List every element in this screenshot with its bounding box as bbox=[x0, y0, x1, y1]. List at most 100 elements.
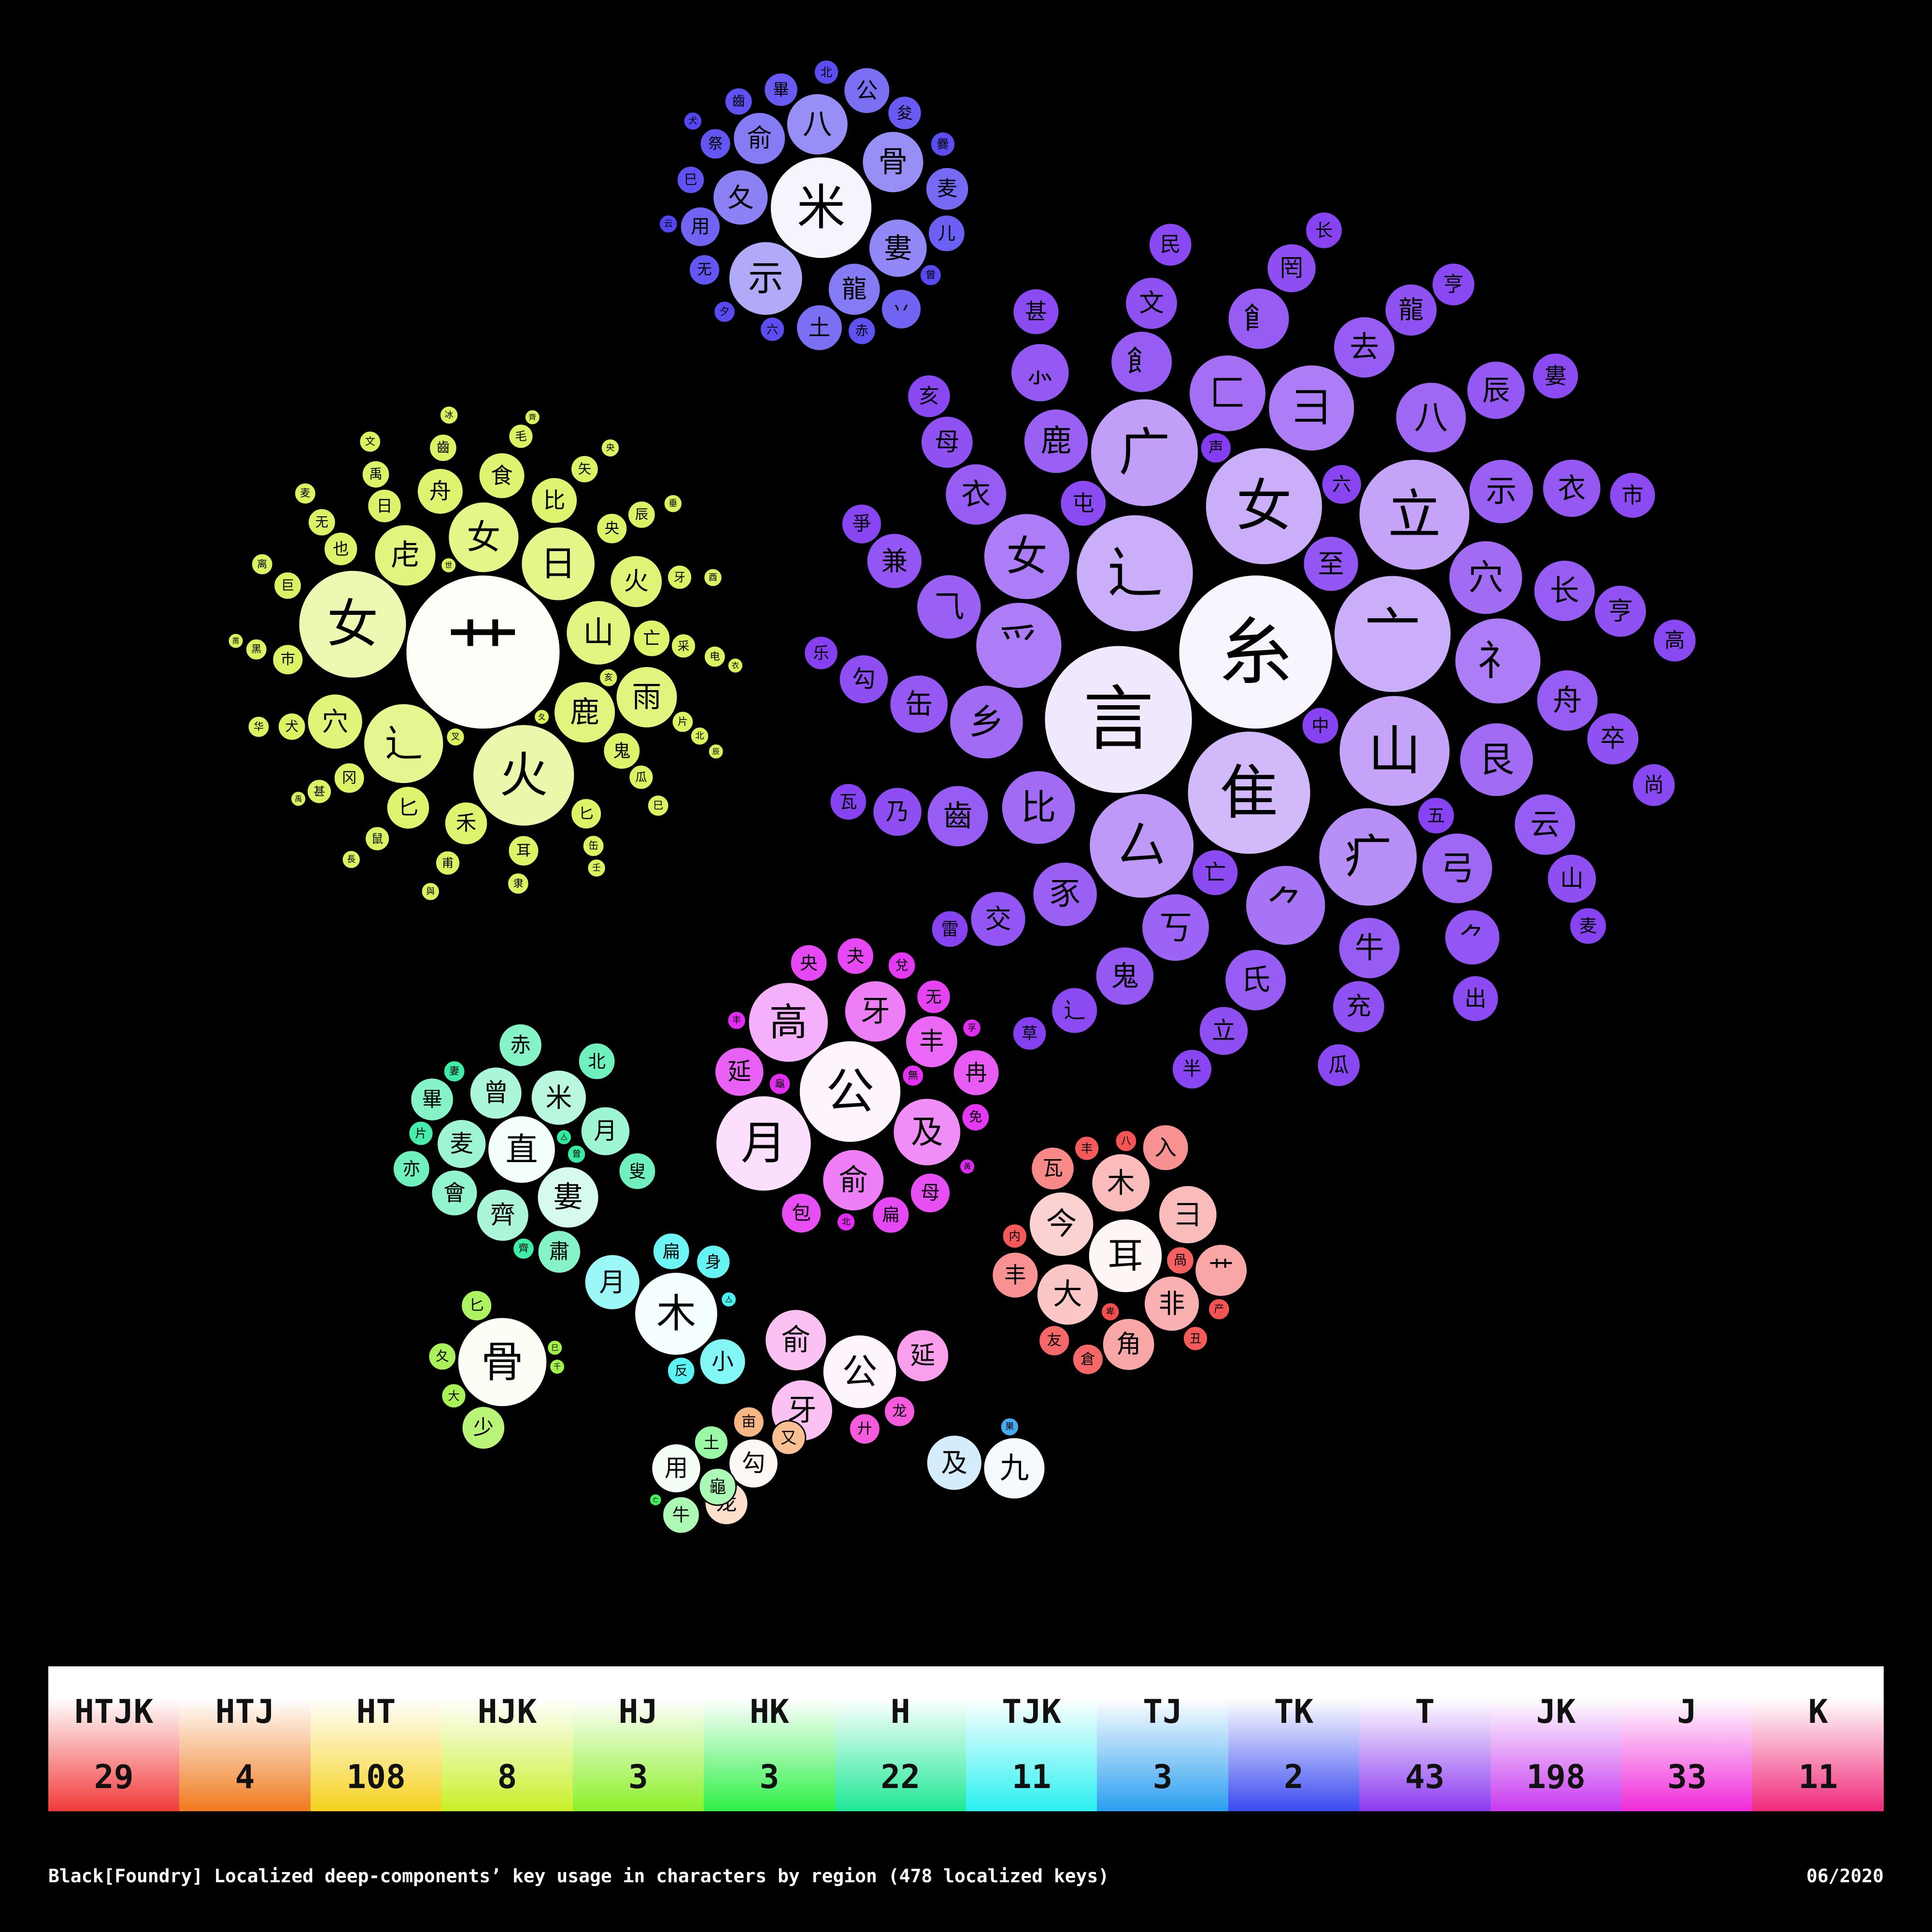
bubble bbox=[909, 1172, 952, 1214]
bubble-label: 用 bbox=[691, 215, 710, 238]
bubble-label: 禹 bbox=[295, 795, 302, 803]
bubble bbox=[1431, 262, 1476, 307]
bubble bbox=[427, 1342, 457, 1371]
bubble bbox=[1593, 584, 1648, 639]
bubble bbox=[1245, 864, 1327, 947]
bubble bbox=[925, 1434, 983, 1492]
bubble bbox=[770, 1420, 807, 1456]
bubble bbox=[982, 1436, 1046, 1500]
bubble bbox=[991, 1251, 1039, 1299]
bubble-label: 母 bbox=[935, 428, 960, 457]
bubble-label: 匕 bbox=[579, 805, 594, 822]
bubble-label: 畢 bbox=[422, 1087, 442, 1111]
bubble bbox=[1533, 559, 1596, 623]
legend-key: HJ bbox=[618, 1693, 658, 1731]
bubble-label: 甚 bbox=[313, 784, 325, 798]
bubble-label: 麦 bbox=[300, 487, 310, 499]
bubble-label: 高 bbox=[769, 1000, 808, 1045]
bubble-label: 夋 bbox=[896, 103, 912, 122]
cluster-tj: 九 及 果 bbox=[925, 1417, 1046, 1500]
bubble-label: 乃 bbox=[886, 798, 909, 825]
bubble bbox=[460, 1289, 493, 1322]
cluster-hk: 用龜牛 土亡 bbox=[648, 1425, 737, 1534]
bubble bbox=[445, 727, 466, 747]
bubble-label: 华 bbox=[254, 721, 264, 733]
bubble-label: 公 bbox=[826, 1064, 874, 1120]
bubble-label: 瓜 bbox=[635, 770, 647, 784]
bubble-label: 比 bbox=[1021, 787, 1056, 828]
legend-cell-t: T 43 bbox=[1359, 1666, 1491, 1811]
bubble-label: 缶 bbox=[588, 840, 598, 852]
bubble bbox=[696, 1244, 731, 1280]
bubble bbox=[364, 825, 391, 852]
bubble bbox=[715, 1094, 812, 1193]
bubble bbox=[306, 693, 364, 751]
bubble-label: 长 bbox=[1550, 574, 1579, 608]
bubble-label: 夬 bbox=[847, 946, 864, 966]
bubble-label: 麦 bbox=[1579, 916, 1597, 937]
bubble bbox=[1586, 711, 1640, 766]
bubble bbox=[1178, 574, 1334, 730]
bubble bbox=[803, 635, 839, 671]
bubble-label: 云 bbox=[664, 219, 673, 229]
bubble bbox=[840, 503, 883, 545]
bubble-label: 婁 bbox=[1545, 363, 1567, 389]
bubble-label: 文 bbox=[365, 436, 375, 448]
bubble bbox=[1059, 479, 1108, 527]
bubble bbox=[916, 979, 952, 1015]
legend-key: HJK bbox=[477, 1693, 537, 1731]
bubble bbox=[1535, 668, 1599, 732]
bubble-label: 艹 bbox=[1208, 1256, 1234, 1285]
bubble-label: 扁 bbox=[663, 1241, 680, 1262]
legend-key: TJK bbox=[1002, 1693, 1062, 1731]
bubble-label: 夂 bbox=[538, 712, 545, 721]
bubble bbox=[822, 1148, 885, 1212]
bubble-label: 亡 bbox=[1204, 860, 1226, 885]
bubble-label: 延 bbox=[910, 1341, 935, 1370]
bubble-label: 罔 bbox=[1280, 255, 1304, 282]
bubble bbox=[693, 1425, 729, 1461]
bubble bbox=[1051, 986, 1099, 1035]
bubble bbox=[1448, 540, 1524, 616]
bubble-label: 及 bbox=[911, 1113, 943, 1151]
bubble-label: 曾 bbox=[572, 1149, 581, 1159]
bubble bbox=[798, 1039, 902, 1144]
bubble bbox=[596, 512, 628, 545]
bubble bbox=[927, 214, 966, 253]
bubble-label: 衣 bbox=[961, 478, 991, 511]
bubble bbox=[720, 1291, 738, 1308]
bubble-label: 母 bbox=[921, 1182, 940, 1204]
bubble-label: 婁 bbox=[884, 232, 912, 265]
bubble-label: 亼 bbox=[560, 1133, 568, 1142]
bubble-label: 赤 bbox=[855, 324, 868, 339]
bubble-label: 艮 bbox=[1479, 739, 1514, 780]
bubble-label: 艹 bbox=[446, 610, 520, 695]
bubble bbox=[478, 452, 526, 500]
bubble-label: 婁 bbox=[554, 1180, 583, 1214]
legend-key: K bbox=[1808, 1693, 1828, 1731]
bubble bbox=[698, 1467, 737, 1506]
bubble-label: 火 bbox=[499, 747, 548, 804]
bubble-label: 示 bbox=[748, 258, 783, 299]
bubble-label: 耳 bbox=[516, 842, 531, 859]
bubble-label: 俞 bbox=[781, 1323, 810, 1357]
bubble bbox=[1087, 1218, 1164, 1294]
bubble bbox=[924, 166, 970, 212]
bubble-label: 倉 bbox=[1080, 1351, 1095, 1368]
bubble bbox=[507, 835, 540, 867]
bubble-label: 曾 bbox=[925, 269, 936, 281]
bubble bbox=[1075, 513, 1194, 633]
bubble bbox=[836, 937, 875, 976]
bubble bbox=[456, 1316, 548, 1408]
bubble bbox=[689, 726, 710, 746]
bubble-label: 冉 bbox=[965, 1060, 987, 1086]
bubble-label: 五 bbox=[1427, 805, 1445, 826]
bubble-label: 央 bbox=[606, 443, 614, 453]
bubble-label: 齒 bbox=[437, 440, 450, 455]
bubble-label: 丰 bbox=[919, 1027, 944, 1056]
bubble bbox=[666, 1356, 696, 1386]
bubble-label: 巳 bbox=[551, 1343, 558, 1352]
bubble-label: 亦 bbox=[403, 1158, 420, 1179]
